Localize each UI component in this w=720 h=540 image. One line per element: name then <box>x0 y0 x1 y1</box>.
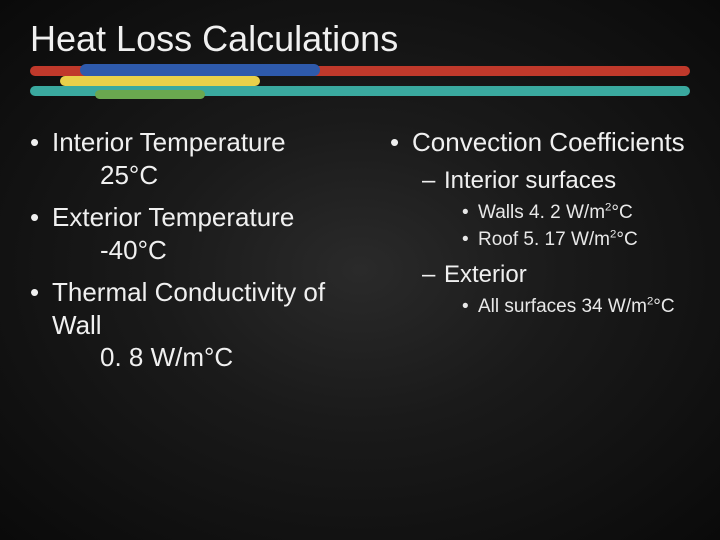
item-text: All surfaces 34 W/m <box>478 296 647 317</box>
list-item: Walls 4. 2 W/m2°C <box>462 200 690 226</box>
list-item: Interior surfaces Walls 4. 2 W/m2°C Roof… <box>422 165 690 253</box>
item-tail: °C <box>611 202 632 223</box>
item-value: 0. 8 W/m°C <box>52 341 370 374</box>
left-list: Interior Temperature 25°C Exterior Tempe… <box>30 126 370 374</box>
sub-list: Interior surfaces Walls 4. 2 W/m2°C Roof… <box>422 165 690 320</box>
item-text: Walls 4. 2 W/m <box>478 202 605 223</box>
list-item: Exterior All surfaces 34 W/m2°C <box>422 259 690 320</box>
list-item: Thermal Conductivity of Wall 0. 8 W/m°C <box>30 276 370 374</box>
item-text: Roof 5. 17 W/m <box>478 229 610 250</box>
sub-sub-list: Walls 4. 2 W/m2°C Roof 5. 17 W/m2°C <box>462 200 690 253</box>
list-item: Interior Temperature 25°C <box>30 126 370 191</box>
bar-green <box>95 90 205 99</box>
item-tail: °C <box>616 229 637 250</box>
divider-bars <box>30 66 690 102</box>
content-columns: Interior Temperature 25°C Exterior Tempe… <box>30 126 690 384</box>
item-label: Convection Coefficients <box>412 127 685 157</box>
item-value: -40°C <box>52 234 370 267</box>
right-column: Convection Coefficients Interior surface… <box>390 126 690 384</box>
item-label: Exterior Temperature <box>52 202 294 232</box>
right-list: Convection Coefficients Interior surface… <box>390 126 690 320</box>
list-item: Exterior Temperature -40°C <box>30 201 370 266</box>
bar-yellow <box>60 76 260 86</box>
slide: Heat Loss Calculations Interior Temperat… <box>0 0 720 540</box>
bar-blue <box>80 64 320 76</box>
item-label: Thermal Conductivity of Wall <box>52 277 325 340</box>
list-item: Convection Coefficients Interior surface… <box>390 126 690 320</box>
sub-sub-list: All surfaces 34 W/m2°C <box>462 294 690 320</box>
left-column: Interior Temperature 25°C Exterior Tempe… <box>30 126 370 384</box>
item-label: Exterior <box>444 261 527 288</box>
item-label: Interior Temperature <box>52 127 286 157</box>
slide-title: Heat Loss Calculations <box>30 18 690 60</box>
item-value: 25°C <box>52 159 370 192</box>
item-tail: °C <box>653 296 674 317</box>
item-label: Interior surfaces <box>444 167 616 194</box>
list-item: Roof 5. 17 W/m2°C <box>462 227 690 253</box>
list-item: All surfaces 34 W/m2°C <box>462 294 690 320</box>
